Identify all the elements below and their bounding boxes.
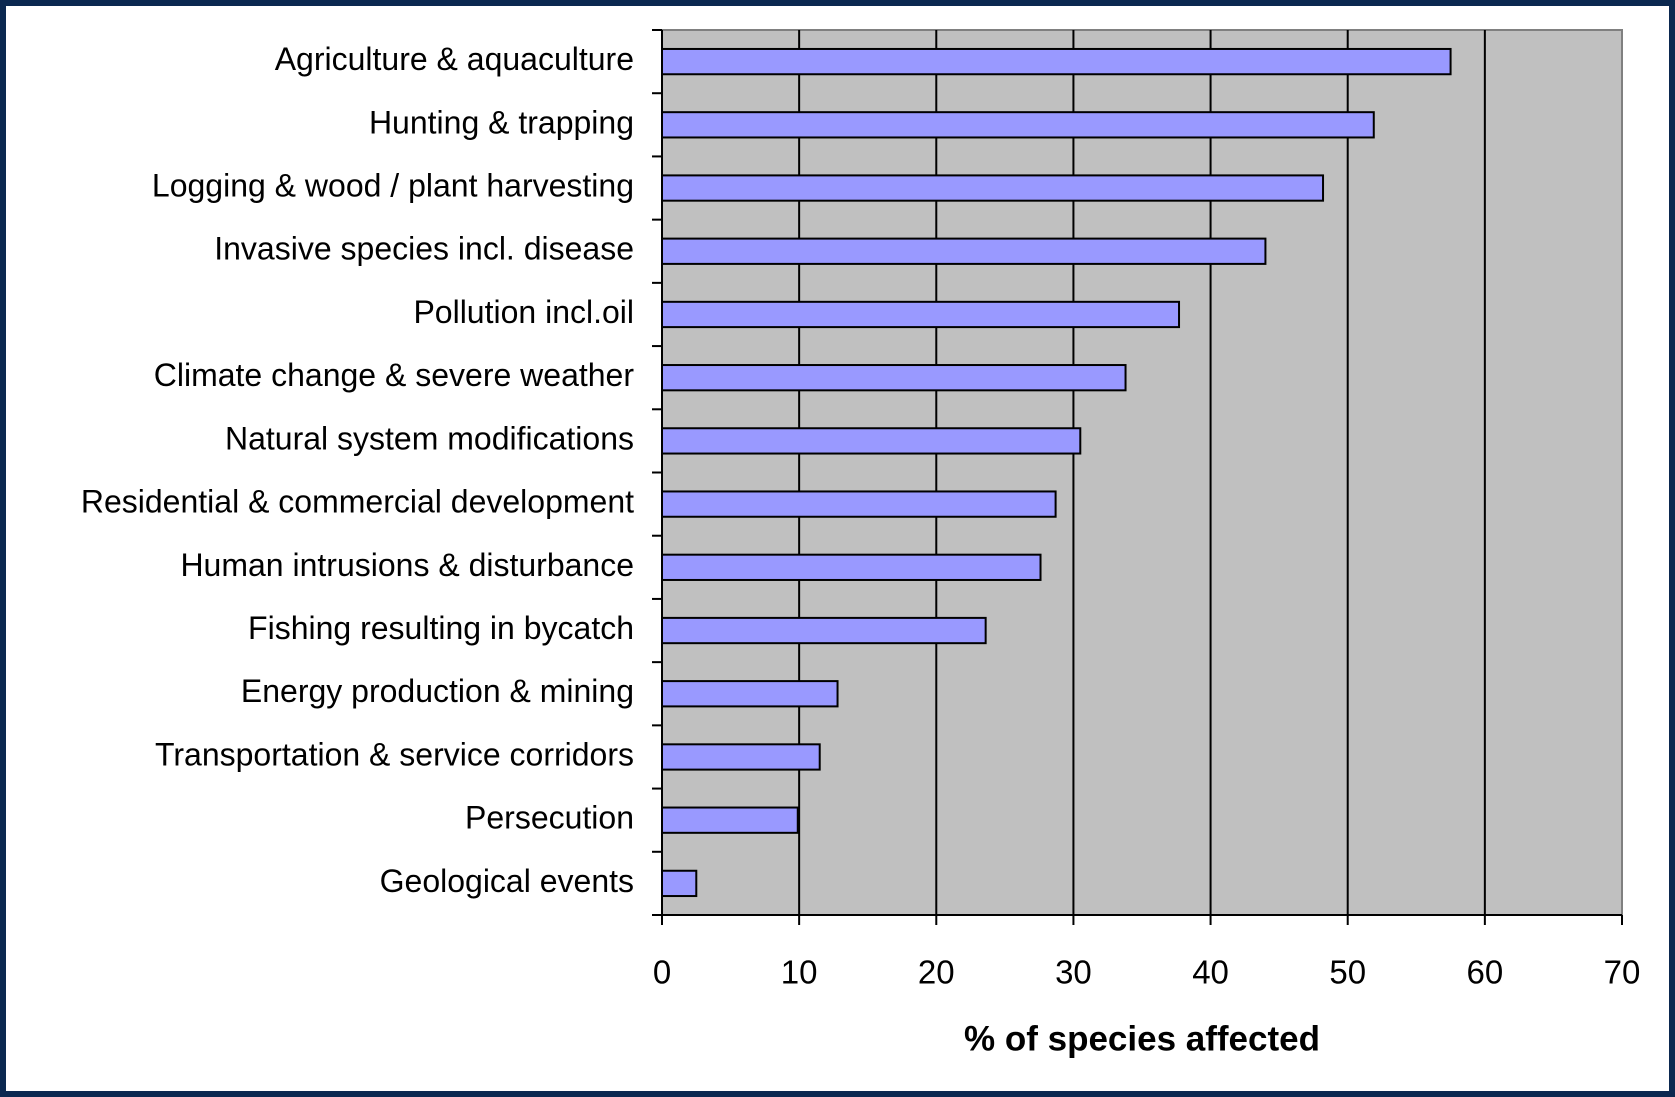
bar	[661, 616, 987, 645]
x-tick-label: 10	[781, 954, 818, 991]
y-tick-label: Agriculture & aquaculture	[275, 41, 634, 77]
y-tick-label: Transportation & service corridors	[155, 736, 634, 772]
x-tick-label: 40	[1192, 954, 1229, 991]
bar	[661, 806, 799, 834]
bar	[661, 364, 1127, 392]
y-tick-label: Invasive species incl. disease	[214, 231, 634, 267]
x-tick-label: 30	[1055, 954, 1092, 991]
x-tick-label: 60	[1466, 954, 1503, 991]
y-tick-label: Climate change & severe weather	[154, 357, 635, 393]
y-tick-label: Fishing resulting in bycatch	[248, 610, 634, 646]
y-tick-label: Natural system modifications	[225, 420, 634, 456]
bar	[661, 869, 698, 898]
bar	[661, 680, 839, 708]
x-tick-label: 20	[918, 954, 955, 991]
plot-area	[661, 29, 1623, 916]
y-tick-label: Hunting & trapping	[369, 104, 634, 140]
x-tick-label: 0	[653, 954, 671, 991]
bar	[661, 174, 1325, 202]
bar	[661, 300, 1181, 329]
x-axis-title: % of species affected	[964, 1019, 1320, 1058]
y-tick-label: Pollution incl.oil	[413, 294, 634, 330]
x-tick-label: 70	[1604, 954, 1641, 991]
bar	[661, 743, 821, 771]
bar	[661, 237, 1267, 265]
y-tick-label: Geological events	[380, 863, 634, 899]
bar	[661, 111, 1375, 139]
bar	[661, 553, 1042, 581]
bar	[661, 427, 1082, 455]
y-tick-label: Residential & commercial development	[81, 484, 634, 520]
bar	[661, 490, 1057, 518]
x-tick-label: 50	[1329, 954, 1366, 991]
bar	[661, 47, 1452, 76]
y-tick-label: Logging & wood / plant harvesting	[152, 167, 634, 203]
y-tick-label: Persecution	[465, 800, 634, 836]
y-tick-label: Human intrusions & disturbance	[180, 547, 634, 583]
y-tick-label: Energy production & mining	[241, 673, 634, 709]
